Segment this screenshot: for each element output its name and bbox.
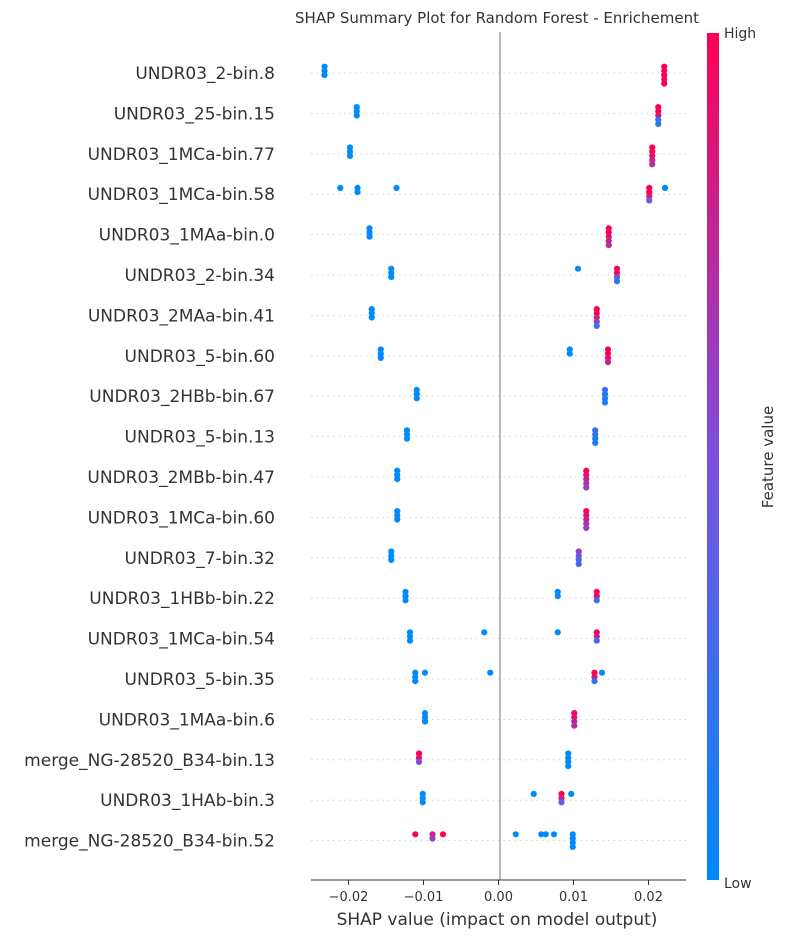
shap-point bbox=[421, 718, 429, 725]
shap-point bbox=[394, 476, 401, 483]
feature-label: UNDR03_1HAb-bin.3 bbox=[100, 791, 275, 811]
shap-point bbox=[591, 678, 598, 685]
shap-point bbox=[601, 399, 609, 406]
shap-point bbox=[593, 637, 600, 644]
shap-point bbox=[574, 265, 582, 272]
shap-point bbox=[412, 831, 419, 838]
feature-label: UNDR03_1MCa-bin.54 bbox=[88, 630, 275, 650]
shap-point bbox=[388, 556, 395, 564]
shap-point bbox=[583, 484, 590, 491]
shap-point bbox=[661, 184, 669, 191]
shap-point bbox=[419, 799, 426, 806]
shap-point bbox=[402, 597, 409, 604]
feature-label: UNDR03_25-bin.15 bbox=[114, 104, 275, 124]
shap-point bbox=[646, 197, 653, 204]
shap-point bbox=[566, 350, 573, 357]
shap-point bbox=[512, 831, 519, 838]
shap-point bbox=[604, 359, 612, 366]
shap-point bbox=[429, 835, 436, 842]
shap-point bbox=[583, 524, 590, 532]
feature-label: UNDR03_1MCa-bin.77 bbox=[88, 145, 275, 165]
shap-point bbox=[415, 758, 423, 766]
shap-point bbox=[569, 843, 576, 851]
shap-point bbox=[394, 516, 401, 523]
feature-label: UNDR03_1HBb-bin.22 bbox=[89, 589, 275, 609]
shap-point bbox=[421, 669, 429, 676]
x-tick-label: 0.00 bbox=[484, 890, 513, 905]
shap-point bbox=[354, 189, 361, 196]
colorbar bbox=[707, 33, 719, 880]
shap-point bbox=[321, 72, 328, 79]
shap-point bbox=[487, 669, 494, 676]
shap-point bbox=[565, 763, 572, 770]
shap-point bbox=[413, 395, 420, 402]
feature-label: UNDR03_1MCa-bin.58 bbox=[88, 185, 275, 205]
shap-point bbox=[346, 152, 354, 159]
shap-point bbox=[661, 80, 668, 87]
feature-label: UNDR03_1MAa-bin.6 bbox=[99, 710, 275, 730]
shap-point bbox=[558, 799, 565, 806]
shap-point bbox=[406, 637, 414, 644]
shap-point bbox=[439, 831, 447, 838]
shap-point bbox=[388, 274, 395, 281]
feature-label: merge_NG-28520_B34-bin.13 bbox=[24, 751, 275, 771]
feature-label: UNDR03_2-bin.34 bbox=[125, 266, 275, 286]
shap-point bbox=[530, 790, 537, 798]
x-tick-label: 0.02 bbox=[634, 890, 663, 905]
feature-label: UNDR03_2HBb-bin.67 bbox=[89, 387, 275, 407]
shap-point bbox=[403, 435, 411, 442]
shap-point bbox=[337, 184, 344, 191]
feature-label: merge_NG-28520_B34-bin.52 bbox=[24, 832, 275, 852]
shap-point bbox=[593, 597, 600, 604]
shap-point bbox=[649, 161, 656, 168]
feature-label: UNDR03_2MBb-bin.47 bbox=[87, 468, 275, 488]
shap-point bbox=[353, 112, 360, 119]
shap-point bbox=[377, 354, 384, 361]
colorbar-low-label: Low bbox=[724, 876, 752, 892]
feature-label: UNDR03_7-bin.32 bbox=[125, 549, 275, 569]
shap-point bbox=[550, 831, 558, 838]
shap-point bbox=[481, 629, 488, 636]
shap-point bbox=[592, 439, 599, 446]
shap-point bbox=[568, 790, 575, 798]
feature-label: UNDR03_2-bin.8 bbox=[135, 64, 275, 84]
x-tick-label: −0.01 bbox=[404, 890, 444, 905]
shap-point bbox=[613, 278, 621, 285]
x-tick-label: −0.02 bbox=[329, 890, 369, 905]
shap-point bbox=[655, 120, 662, 127]
feature-label: UNDR03_2MAa-bin.41 bbox=[88, 306, 275, 326]
feature-label: UNDR03_5-bin.60 bbox=[125, 347, 275, 367]
x-axis-label: SHAP value (impact on model output) bbox=[337, 910, 658, 930]
feature-label: UNDR03_5-bin.35 bbox=[125, 670, 275, 690]
feature-label: UNDR03_5-bin.13 bbox=[125, 428, 275, 448]
colorbar-high-label: High bbox=[724, 26, 756, 42]
shap-point bbox=[538, 831, 545, 838]
x-axis-ticks: −0.02 −0.01 0.00 0.01 0.02 bbox=[329, 880, 663, 905]
shap-point bbox=[393, 184, 400, 191]
shap-point bbox=[412, 678, 419, 685]
shap-point bbox=[575, 561, 582, 568]
shap-point bbox=[571, 722, 578, 729]
shap-point bbox=[368, 314, 375, 321]
x-tick-label: 0.01 bbox=[559, 890, 588, 905]
chart-title: SHAP Summary Plot for Random Forest - En… bbox=[295, 9, 699, 27]
shap-point bbox=[366, 233, 373, 240]
shap-points bbox=[321, 63, 669, 851]
feature-label: UNDR03_1MAa-bin.0 bbox=[99, 226, 275, 246]
shap-point bbox=[605, 242, 612, 249]
shap-point bbox=[554, 629, 561, 636]
shap-point bbox=[554, 593, 561, 600]
shap-point bbox=[598, 669, 606, 676]
feature-label: UNDR03_1MCa-bin.60 bbox=[88, 508, 275, 528]
feature-rows: UNDR03_2-bin.8 UNDR03_25-bin.15 UNDR03_1MC… bbox=[24, 64, 686, 852]
shap-point bbox=[542, 831, 549, 838]
colorbar-title: Feature value bbox=[759, 406, 777, 508]
shap-point bbox=[593, 322, 600, 329]
